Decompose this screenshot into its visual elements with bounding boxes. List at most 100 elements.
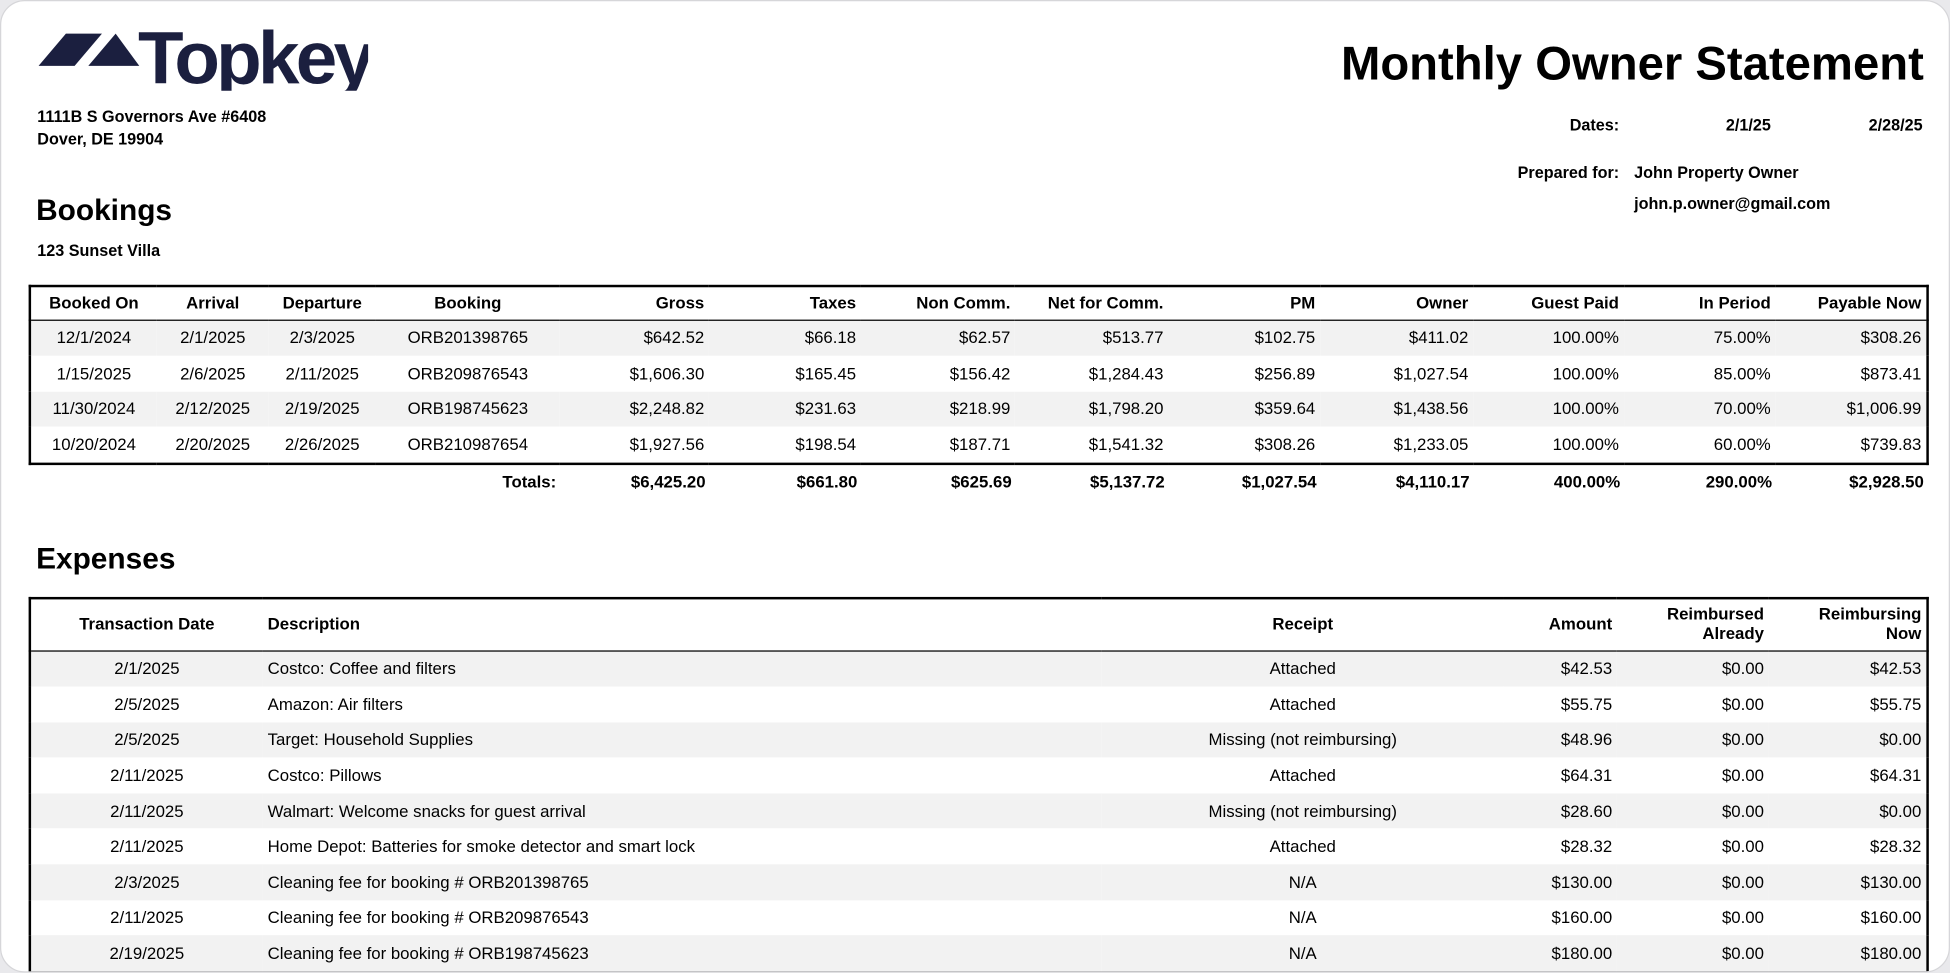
column-header: Reimbursed Already bbox=[1666, 604, 1764, 644]
table-row: 2/19/2025 Cleaning fee for booking # ORB1… bbox=[29, 935, 1928, 972]
table-cell: 100.00% bbox=[1552, 399, 1619, 419]
table-cell: $873.41 bbox=[1860, 364, 1922, 383]
property-name: 123 Sunset Villa bbox=[37, 241, 161, 260]
table-cell: $42.53 bbox=[1560, 659, 1613, 679]
page-title: Monthly Owner Statement bbox=[1340, 38, 1924, 91]
total-value: $4,110.17 bbox=[1395, 471, 1470, 491]
table-cell: 2/12/2025 bbox=[175, 399, 251, 419]
table-cell: $48.96 bbox=[1560, 730, 1613, 750]
table-cell: $1,284.43 bbox=[1088, 364, 1164, 383]
address-line1: 1111B S Governors Ave #6408 bbox=[37, 106, 267, 126]
table-cell: $1,006.99 bbox=[1846, 399, 1922, 419]
table-cell: $739.83 bbox=[1860, 435, 1922, 455]
table-cell: Attached bbox=[1269, 695, 1336, 714]
address-line2: Dover, DE 19904 bbox=[37, 129, 164, 148]
table-cell: ORB209876543 bbox=[407, 364, 529, 383]
table-cell: 2/11/2025 bbox=[110, 766, 184, 785]
total-value: $625.69 bbox=[950, 471, 1012, 491]
total-value: 290.00% bbox=[1705, 471, 1772, 491]
table-cell: $1,606.30 bbox=[629, 364, 705, 383]
table-cell: 85.00% bbox=[1713, 364, 1771, 383]
column-header: Reimbursing Now bbox=[1818, 604, 1922, 644]
table-cell: Attached bbox=[1269, 659, 1336, 679]
table-cell: 2/3/2025 bbox=[289, 328, 355, 348]
owner-email: john.p.owner@gmail.com bbox=[1634, 194, 1831, 213]
table-cell: 2/5/2025 bbox=[114, 730, 180, 750]
table-cell: $66.18 bbox=[804, 328, 857, 348]
column-header: PM bbox=[1290, 293, 1316, 313]
table-cell: 2/1/2025 bbox=[180, 328, 246, 348]
table-cell: $130.00 bbox=[1551, 872, 1613, 892]
table-cell: $308.26 bbox=[1860, 328, 1922, 348]
column-header: Transaction Date bbox=[79, 614, 215, 634]
total-value: $661.80 bbox=[796, 471, 858, 491]
company-address: 1111B S Governors Ave #6408 Dover, DE 19… bbox=[37, 106, 266, 151]
table-row: 2/3/2025 Cleaning fee for booking # ORB20… bbox=[29, 864, 1928, 900]
table-cell: ORB210987654 bbox=[407, 435, 529, 455]
table-cell: $165.45 bbox=[795, 364, 857, 383]
table-cell: 12/1/2024 bbox=[56, 328, 132, 348]
table-cell: $1,233.05 bbox=[1393, 435, 1469, 455]
table-cell: Attached bbox=[1269, 766, 1336, 785]
column-header: Payable Now bbox=[1817, 293, 1922, 313]
bookings-table: Booked On Arrival Departure Booking Gross Tax… bbox=[28, 284, 1929, 465]
table-cell: Missing (not reimbursing) bbox=[1208, 801, 1397, 821]
bookings-heading: Bookings bbox=[36, 194, 173, 228]
table-row: 2/1/2025 Costco: Coffee and filters Attach… bbox=[29, 650, 1928, 687]
table-cell: $180.00 bbox=[1551, 943, 1613, 963]
table-cell: $0.00 bbox=[1721, 837, 1764, 856]
table-cell: 2/19/2025 bbox=[284, 399, 360, 419]
table-cell: $256.89 bbox=[1254, 364, 1316, 383]
table-cell: Cleaning fee for booking # ORB201398765 bbox=[267, 872, 589, 892]
column-header: Receipt bbox=[1272, 614, 1334, 634]
table-cell: N/A bbox=[1288, 872, 1317, 892]
expenses-header-row: Transaction Date Description Receipt Amount… bbox=[29, 598, 1928, 651]
table-cell: Walmart: Welcome snacks for guest arriva… bbox=[267, 801, 586, 821]
table-cell: $28.60 bbox=[1560, 801, 1613, 821]
column-header: Amount bbox=[1548, 614, 1613, 634]
table-cell: 60.00% bbox=[1713, 435, 1771, 455]
table-cell: $642.52 bbox=[643, 328, 705, 348]
table-cell: $218.99 bbox=[949, 399, 1011, 419]
table-cell: $64.31 bbox=[1560, 766, 1613, 785]
table-cell: 2/11/2025 bbox=[110, 837, 184, 856]
table-cell: $187.71 bbox=[949, 435, 1011, 455]
table-cell: 2/11/2025 bbox=[110, 801, 184, 821]
dates-label: Dates: bbox=[1569, 115, 1620, 135]
table-cell: 2/1/2025 bbox=[114, 659, 180, 679]
table-cell: 100.00% bbox=[1552, 364, 1619, 383]
expenses-heading: Expenses bbox=[36, 542, 176, 576]
table-cell: Home Depot: Batteries for smoke detector… bbox=[267, 837, 696, 856]
table-cell: $180.00 bbox=[1860, 943, 1922, 963]
date-start: 2/1/25 bbox=[1725, 115, 1771, 135]
table-cell: N/A bbox=[1288, 943, 1317, 963]
table-cell: 100.00% bbox=[1552, 328, 1619, 348]
table-row: 11/30/2024 2/12/2025 2/19/2025 ORB198745623… bbox=[29, 391, 1928, 427]
table-cell: Target: Household Supplies bbox=[267, 730, 473, 750]
table-cell: 2/11/2025 bbox=[110, 908, 184, 928]
table-cell: Amazon: Air filters bbox=[267, 695, 403, 714]
table-cell: 11/30/2024 bbox=[52, 399, 136, 419]
table-cell: $55.75 bbox=[1870, 695, 1922, 714]
table-cell: 75.00% bbox=[1713, 328, 1771, 348]
total-value: $6,425.20 bbox=[630, 471, 706, 491]
prepared-for-label: Prepared for: bbox=[1517, 162, 1620, 182]
table-cell: $0.00 bbox=[1721, 695, 1764, 714]
table-cell: $1,438.56 bbox=[1393, 399, 1469, 419]
table-cell: 2/19/2025 bbox=[109, 943, 185, 963]
table-cell: 2/26/2025 bbox=[284, 435, 360, 455]
table-cell: $64.31 bbox=[1870, 766, 1922, 785]
bookings-header-row: Booked On Arrival Departure Booking Gross Tax… bbox=[29, 286, 1928, 320]
column-header: Booking bbox=[434, 293, 502, 313]
table-cell: $156.42 bbox=[949, 364, 1011, 383]
table-row: 2/5/2025 Amazon: Air filters Attached $55.7… bbox=[30, 687, 1928, 723]
table-cell: 1/15/2025 bbox=[56, 364, 132, 383]
table-row: 2/11/2025 Walmart: Welcome snacks for gue… bbox=[29, 793, 1928, 829]
column-header: Arrival bbox=[186, 293, 240, 313]
column-header: Non Comm. bbox=[916, 293, 1011, 313]
table-cell: $0.00 bbox=[1721, 659, 1764, 679]
table-cell: $42.53 bbox=[1870, 659, 1922, 679]
column-header: Taxes bbox=[809, 293, 857, 313]
table-cell: 70.00% bbox=[1713, 399, 1771, 419]
table-cell: N/A bbox=[1288, 908, 1317, 928]
